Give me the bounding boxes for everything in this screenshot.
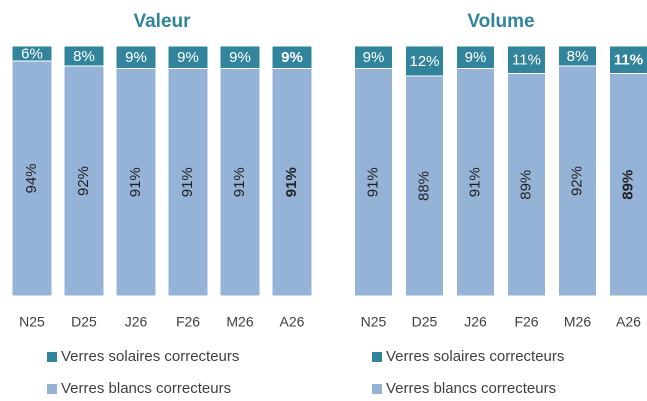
x-tick-label: N25 xyxy=(361,314,387,330)
bar-segment xyxy=(115,68,157,297)
data-label: 92% xyxy=(568,166,585,196)
legend-swatch xyxy=(47,384,57,394)
data-label: 91% xyxy=(283,167,300,197)
x-tick-label: A26 xyxy=(616,314,641,330)
data-label: 89% xyxy=(619,170,636,200)
data-label: 9% xyxy=(125,49,147,66)
bar-segment xyxy=(507,45,546,74)
legend-swatch xyxy=(372,352,382,362)
data-label: 8% xyxy=(567,48,589,65)
data-label: 12% xyxy=(409,53,439,70)
bar-segment xyxy=(271,45,313,69)
data-label: 94% xyxy=(23,163,40,193)
legend-label: Verres blancs correcteurs xyxy=(61,380,231,397)
bar-segment xyxy=(219,45,261,69)
bar-segment xyxy=(609,73,647,297)
data-label: 9% xyxy=(281,49,303,66)
x-tick-label: A26 xyxy=(280,314,305,330)
data-label: 92% xyxy=(75,166,92,196)
x-tick-label: M26 xyxy=(564,314,591,330)
bar-segment xyxy=(63,45,105,67)
data-label: 88% xyxy=(415,171,432,201)
x-tick-label: F26 xyxy=(514,314,538,330)
data-label: 91% xyxy=(364,167,381,197)
bar-segment xyxy=(456,68,495,297)
x-tick-label: J26 xyxy=(464,314,487,330)
legend-label: Verres solaires correcteurs xyxy=(386,348,564,365)
x-tick-label: N25 xyxy=(19,314,45,330)
bar-segment xyxy=(11,60,53,297)
bar-segment xyxy=(167,45,209,69)
bar-segment xyxy=(558,45,597,67)
chart-title: Valeur xyxy=(133,11,191,32)
x-tick-label: M26 xyxy=(226,314,253,330)
bar-segment xyxy=(405,75,444,297)
legend-label: Verres blancs correcteurs xyxy=(386,380,556,397)
data-label: 91% xyxy=(231,167,248,197)
data-label: 11% xyxy=(512,52,541,69)
legend-swatch xyxy=(47,352,57,362)
bar-segment xyxy=(405,45,444,77)
data-label: 91% xyxy=(179,167,196,197)
bar-segment xyxy=(115,45,157,69)
data-label: 89% xyxy=(517,170,534,200)
bar-segment xyxy=(558,65,597,297)
data-label: 9% xyxy=(465,49,487,66)
legend-label: Verres solaires correcteurs xyxy=(61,348,239,365)
x-tick-label: D25 xyxy=(71,314,97,330)
data-label: 9% xyxy=(229,49,251,66)
x-tick-label: F26 xyxy=(176,314,200,330)
data-label: 9% xyxy=(177,49,199,66)
data-label: 11% xyxy=(614,52,643,69)
x-tick-label: D25 xyxy=(412,314,438,330)
x-tick-label: J26 xyxy=(125,314,148,330)
data-label: 8% xyxy=(73,48,95,65)
bar-segment xyxy=(219,68,261,297)
bar-segment xyxy=(609,45,647,74)
bar-segment xyxy=(354,68,393,297)
data-label: 91% xyxy=(466,167,483,197)
data-label: 9% xyxy=(363,49,385,66)
data-label: 6% xyxy=(21,45,43,62)
bar-segment xyxy=(354,45,393,69)
data-label: 91% xyxy=(127,167,144,197)
bar-segment xyxy=(271,68,313,297)
chart-title: Volume xyxy=(467,11,534,32)
legend-swatch xyxy=(372,384,382,394)
bar-segment xyxy=(167,68,209,297)
bar-segment xyxy=(456,45,495,69)
bar-segment xyxy=(11,45,53,62)
